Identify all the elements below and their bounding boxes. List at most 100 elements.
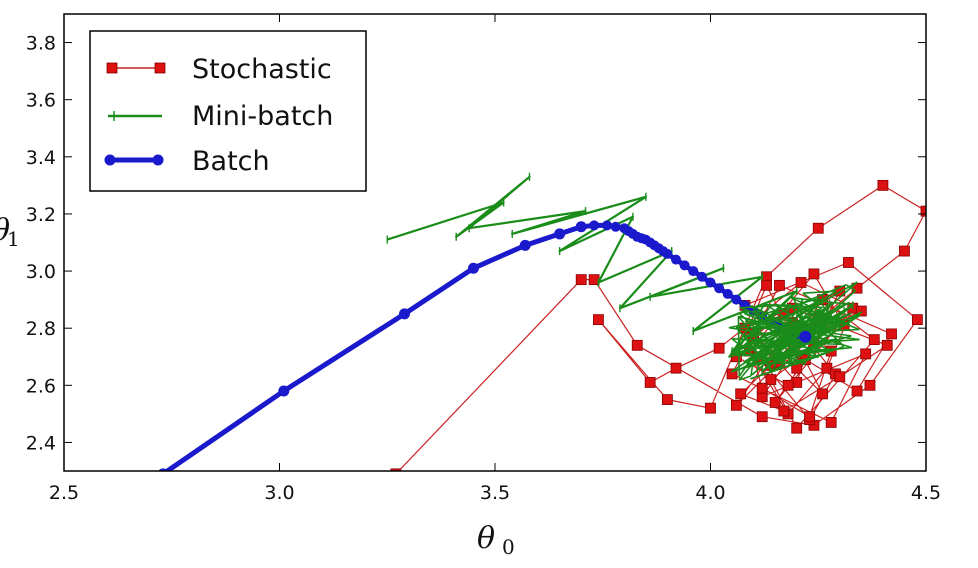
minibatch-noise-segment: [790, 296, 851, 326]
stochastic-point: [730, 399, 742, 411]
legend-stochastic-marker-right: [154, 62, 166, 74]
minibatch-noise-segment: [736, 326, 791, 330]
x-tick-label: 4.5: [911, 482, 941, 504]
y-tick-label: 2.6: [26, 375, 56, 397]
minibatch-noise-segment: [795, 290, 837, 317]
batch-point: [722, 288, 733, 299]
batch-point: [662, 248, 673, 259]
stochastic-point: [782, 379, 794, 391]
minibatch-noise-segment: [783, 346, 852, 356]
legend-batch-marker-right: [152, 154, 164, 166]
minibatch-noise-segment: [735, 326, 774, 373]
stochastic-point: [761, 279, 772, 291]
batch-point: [602, 220, 613, 231]
minibatch-noise-segment: [738, 375, 752, 381]
stochastic-point: [726, 368, 738, 380]
batch-point: [519, 239, 531, 251]
y-axis-title: θ: [0, 213, 10, 248]
stochastic-point: [860, 348, 872, 360]
stochastic-point: [825, 417, 837, 428]
stochastic-point: [812, 222, 824, 234]
minibatch-noise-band: [728, 281, 863, 381]
minibatch-noise-segment: [787, 299, 803, 343]
minibatch-noise-segment: [739, 312, 852, 371]
minibatch-noise-segment: [818, 304, 854, 327]
stochastic-point: [843, 257, 854, 268]
x-tick-label: 2.5: [49, 482, 79, 504]
minibatch-noise-segment: [772, 333, 784, 372]
legend: Stochastic Mini-batch Batch: [89, 30, 367, 192]
minibatch-noise-segment: [790, 327, 853, 349]
stochastic-point: [713, 342, 725, 354]
y-tick-label: 3.4: [26, 147, 56, 169]
minibatch-noise-segment: [739, 349, 795, 371]
y-tick-label: 3.2: [26, 204, 56, 226]
minibatch-noise-segment: [773, 303, 791, 316]
stochastic-point: [756, 411, 768, 423]
batch-point: [59, 537, 70, 548]
legend-minibatch-label: Mini-batch: [192, 101, 333, 132]
minibatch-noise-segment: [817, 311, 863, 335]
x-tick-label: 4.0: [695, 482, 725, 504]
stochastic-point: [864, 379, 876, 391]
x-tick-label: 3.0: [264, 482, 294, 504]
minibatch-noise-segment: [744, 312, 801, 337]
stochastic-point: [644, 377, 656, 388]
batch-point: [467, 262, 479, 274]
stochastic-point: [804, 411, 816, 423]
stochastic-point: [920, 205, 926, 217]
batch-point: [696, 271, 707, 282]
stochastic-point: [791, 422, 803, 434]
batch-point: [671, 254, 682, 265]
minibatch-noise-segment: [774, 312, 852, 343]
series-layer: [59, 172, 926, 548]
stochastic-point: [851, 385, 863, 397]
minibatch-noise-segment: [775, 341, 843, 346]
ticks-layer: 2.5 3.0 3.5 4.0 4.5 2.4 2.6 2.8 3.0 3.2 3.4 3.6 3.8: [26, 14, 941, 504]
minibatch-noise-segment: [734, 295, 793, 356]
minibatch-noise-segment: [731, 328, 754, 355]
x-axis-title-subscript: 0: [502, 535, 515, 559]
y-tick-label: 2.8: [26, 318, 56, 340]
batch-point: [714, 283, 725, 294]
stochastic-point: [631, 339, 643, 351]
batch-point: [278, 385, 290, 397]
minibatch-noise-segment: [845, 284, 856, 292]
batch-point: [679, 260, 690, 271]
legend-stochastic-label: Stochastic: [192, 54, 332, 85]
legend-batch-label: Batch: [192, 146, 270, 177]
batch-point: [688, 266, 699, 277]
stochastic-point: [868, 334, 880, 346]
x-axis-title: θ: [477, 521, 495, 556]
x-tick-label: 3.5: [480, 482, 510, 504]
stochastic-point: [765, 374, 777, 386]
minibatch-noise-segment: [796, 301, 850, 336]
stochastic-point: [855, 305, 867, 317]
minibatch-noise-segment: [791, 295, 820, 352]
minibatch-noise-segment: [790, 296, 853, 306]
y-tick-label: 2.4: [26, 432, 56, 454]
stochastic-point: [778, 405, 790, 417]
stochastic-point: [575, 274, 587, 286]
minibatch-noise-segment: [782, 332, 796, 351]
stochastic-point: [390, 468, 402, 471]
legend-box: [89, 30, 367, 192]
stochastic-point: [808, 268, 820, 280]
y-tick-label: 3.8: [26, 33, 56, 55]
minibatch-noise-segment: [802, 290, 837, 295]
y-tick-label: 3.0: [26, 261, 56, 283]
stochastic-point: [886, 328, 897, 340]
batch-point: [575, 221, 587, 233]
legend-batch-marker-left: [104, 154, 116, 166]
stochastic-point: [817, 388, 828, 400]
stochastic-point: [899, 245, 910, 257]
stochastic-point: [735, 388, 747, 400]
stochastic-point: [774, 279, 785, 291]
batch-point: [398, 308, 410, 320]
stochastic-point: [795, 277, 807, 288]
stochastic-point: [834, 371, 846, 383]
stochastic-point: [821, 362, 833, 374]
batch-point: [589, 220, 600, 231]
stochastic-point: [593, 314, 604, 326]
